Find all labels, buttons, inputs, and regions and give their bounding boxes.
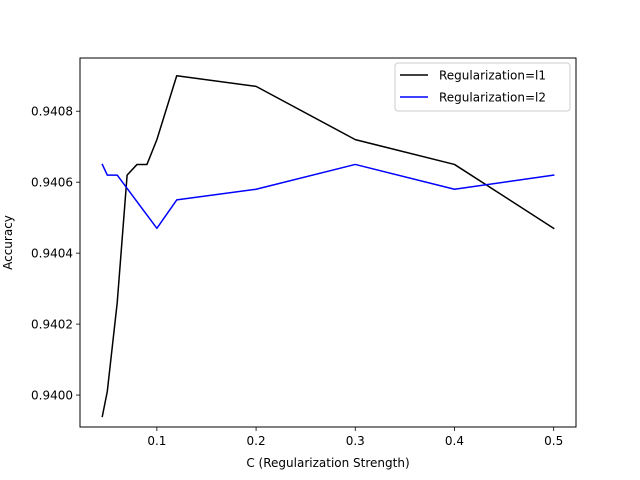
- plot-background: [80, 58, 576, 427]
- x-tick-label: 0.1: [147, 434, 166, 448]
- y-tick-label: 0.9402: [31, 318, 73, 332]
- y-tick-label: 0.9400: [31, 389, 73, 403]
- x-axis-label: C (Regularization Strength): [246, 456, 409, 470]
- series-line-l1: [101, 74, 555, 418]
- y-axis-ticks: 0.9400 0.9402 0.9404 0.9406 0.9408: [31, 105, 80, 403]
- y-axis-label: Accuracy: [1, 215, 15, 270]
- x-tick-label: 0.5: [544, 434, 563, 448]
- legend: Regularization=l1 Regularization=l2: [394, 62, 571, 112]
- plot-frame: [79, 57, 577, 428]
- x-axis-ticks: 0.1 0.2 0.3 0.4 0.5: [147, 427, 563, 448]
- legend-label-l1: Regularization=l1: [439, 69, 546, 83]
- x-tick-label: 0.2: [247, 434, 266, 448]
- series-layer: [101, 74, 555, 418]
- x-tick-label: 0.3: [346, 434, 365, 448]
- legend-label-l2: Regularization=l2: [439, 91, 546, 105]
- y-tick-label: 0.9404: [31, 247, 73, 261]
- legend-box: [394, 62, 571, 112]
- y-tick-label: 0.9406: [31, 176, 73, 190]
- series-line-l2: [101, 163, 555, 230]
- y-tick-label: 0.9408: [31, 105, 73, 119]
- x-tick-label: 0.4: [445, 434, 464, 448]
